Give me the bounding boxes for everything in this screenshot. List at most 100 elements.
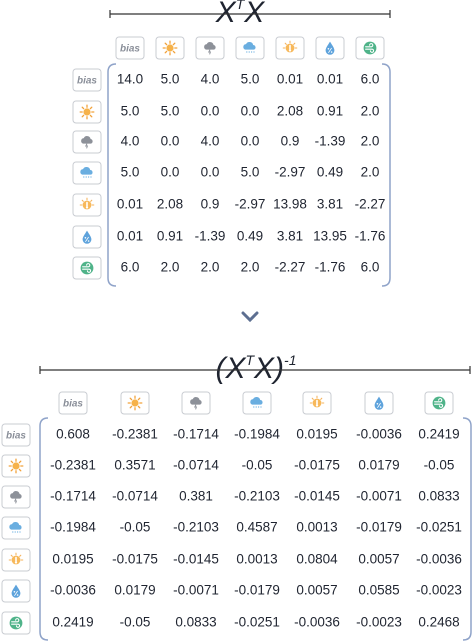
cell-value: 2.08	[157, 197, 183, 212]
cell-value: -2.27	[275, 260, 306, 275]
bias-label: bias	[77, 76, 97, 87]
cell-value: -2.97	[235, 197, 266, 212]
bracket-left	[107, 63, 117, 287]
cell-value: 0.2419	[418, 427, 459, 442]
cell-value: 6.0	[361, 260, 380, 275]
cell-value: -2.97	[275, 165, 306, 180]
cell-value: 0.9	[201, 197, 220, 212]
cell-value: 13.95	[313, 229, 347, 244]
cell-value: 0.9	[281, 134, 300, 149]
cell-value: 0.608	[56, 427, 90, 442]
cell-value: 0.0	[201, 165, 220, 180]
cell-value: -0.0036	[50, 583, 96, 598]
cell-value: -0.0023	[356, 615, 402, 630]
cell-value: -1.39	[315, 134, 346, 149]
cell-value: -0.1714	[50, 489, 96, 504]
feature-icon	[8, 458, 24, 474]
cell-value: -0.0145	[173, 552, 219, 567]
feature-icon	[432, 396, 446, 410]
cell-value: 6.0	[361, 72, 380, 87]
cell-value: 0.0179	[358, 458, 399, 473]
cell-value: 0.381	[179, 489, 213, 504]
cell-value: 0.2468	[418, 615, 459, 630]
cell-value: 0.3571	[114, 458, 155, 473]
cell-value: 4.0	[121, 134, 140, 149]
cell-value: 2.0	[241, 260, 260, 275]
cell-value: 0.01	[317, 72, 343, 87]
cell-value: -0.0071	[356, 489, 402, 504]
cell-value: -1.76	[315, 260, 346, 275]
cell-value: -1.76	[355, 229, 386, 244]
cell-value: 0.0	[241, 134, 260, 149]
cell-value: 2.0	[361, 104, 380, 119]
cell-value: 0.0195	[52, 552, 93, 567]
cell-value: -0.0175	[294, 458, 340, 473]
cell-value: -0.0714	[173, 458, 219, 473]
cell-value: 3.81	[277, 229, 303, 244]
title-superscript: -1	[284, 352, 296, 368]
cell-value: -1.39	[195, 229, 226, 244]
cell-value: -0.0071	[173, 583, 219, 598]
cell-value: 0.01	[117, 229, 143, 244]
icon-box	[1, 423, 31, 447]
cell-value: -0.05	[242, 458, 273, 473]
cell-value: -0.0714	[112, 489, 158, 504]
cell-value: 6.0	[121, 260, 140, 275]
cell-value: 0.2419	[52, 615, 93, 630]
icon-box	[72, 68, 102, 92]
cell-value: 2.0	[161, 260, 180, 275]
cell-value: 5.0	[161, 104, 180, 119]
cell-value: 2.0	[201, 260, 220, 275]
cell-value: 2.08	[277, 104, 303, 119]
bracket-left	[39, 417, 49, 641]
bracket-right	[381, 63, 391, 287]
cell-value: 0.0057	[358, 552, 399, 567]
cell-value: 0.0804	[296, 552, 338, 567]
cell-value: 0.91	[317, 104, 343, 119]
cell-value: -0.0251	[416, 520, 462, 535]
cell-value: -0.2103	[173, 520, 219, 535]
cell-value: 0.0057	[296, 583, 337, 598]
cell-value: 13.98	[273, 197, 307, 212]
cell-value: 0.0833	[175, 615, 216, 630]
cell-value: 5.0	[121, 104, 140, 119]
cell-value: 4.0	[201, 134, 220, 149]
cell-value: 14.0	[117, 72, 143, 87]
cell-value: -0.0023	[416, 583, 462, 598]
cell-value: -0.1984	[50, 520, 96, 535]
cell-value: -0.0036	[294, 615, 340, 630]
icon-box	[115, 36, 145, 60]
cell-value: 5.0	[161, 72, 180, 87]
matrix-title: (XTX)-1	[215, 352, 296, 385]
cell-value: 0.01	[277, 72, 303, 87]
feature-icon	[127, 395, 143, 411]
bias-label: bias	[63, 399, 83, 410]
title-superscript: T	[245, 352, 255, 368]
cell-value: 0.0195	[296, 427, 337, 442]
cell-value: -0.1714	[173, 427, 219, 442]
cell-value: 2.0	[361, 165, 380, 180]
feature-icon	[363, 41, 377, 55]
cell-value: 0.91	[157, 229, 183, 244]
cell-value: 0.4587	[236, 520, 277, 535]
title-part: (X	[215, 352, 246, 385]
cell-value: -0.05	[120, 615, 151, 630]
cell-value: 0.0013	[296, 520, 337, 535]
cell-value: -2.27	[355, 197, 386, 212]
cell-value: -0.05	[424, 458, 455, 473]
cell-value: 0.0013	[236, 552, 277, 567]
cell-value: 0.0	[201, 104, 220, 119]
cell-value: 0.01	[117, 197, 143, 212]
bias-label: bias	[6, 431, 26, 442]
cell-value: 0.0833	[418, 489, 459, 504]
cell-value: -0.0179	[356, 520, 402, 535]
cell-value: 5.0	[241, 72, 260, 87]
cell-value: -0.0145	[294, 489, 340, 504]
title-part: X)	[253, 352, 284, 385]
cell-value: -0.0036	[356, 427, 402, 442]
cell-value: -0.0251	[234, 615, 280, 630]
arrow-down	[241, 311, 259, 323]
bias-label: bias	[120, 44, 140, 55]
cell-value: -0.2381	[112, 427, 158, 442]
